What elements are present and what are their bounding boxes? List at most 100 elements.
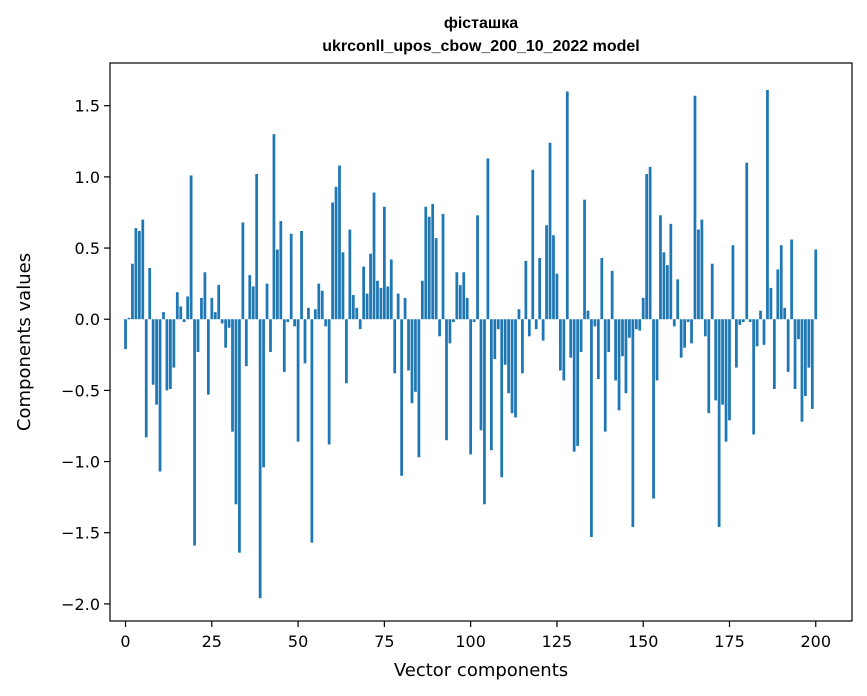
bar-44 xyxy=(276,249,279,320)
y-tick-label: −1.5 xyxy=(61,524,100,543)
bar-37 xyxy=(251,286,255,320)
y-tick-label: 0.0 xyxy=(75,310,100,329)
bar-179 xyxy=(741,319,745,323)
bar-75 xyxy=(382,206,386,320)
bar-157 xyxy=(665,265,669,320)
bar-192 xyxy=(786,319,790,372)
bar-92 xyxy=(441,213,445,320)
bar-5 xyxy=(141,219,145,320)
bar-93 xyxy=(445,319,448,441)
bar-91 xyxy=(438,319,441,337)
bar-81 xyxy=(403,297,407,320)
bar-118 xyxy=(531,169,535,320)
bar-186 xyxy=(766,90,769,320)
bar-109 xyxy=(500,319,504,478)
y-axis-label: Components values xyxy=(14,253,35,431)
bar-50 xyxy=(296,319,300,442)
bar-94 xyxy=(448,319,452,344)
bar-132 xyxy=(579,319,583,352)
bar-167 xyxy=(700,219,704,320)
bar-181 xyxy=(748,319,752,323)
bar-141 xyxy=(610,270,614,320)
bar-76 xyxy=(386,286,390,320)
bar-145 xyxy=(624,319,628,394)
y-tick-label: 1.5 xyxy=(75,97,100,116)
bar-79 xyxy=(396,293,400,320)
bar-2 xyxy=(131,263,134,320)
bar-98 xyxy=(462,272,466,320)
chart-subtitle: ukrconll_upos_cbow_200_10_2022 model xyxy=(322,38,639,55)
bar-8 xyxy=(151,319,155,385)
bar-86 xyxy=(420,280,424,320)
bar-80 xyxy=(400,319,404,476)
bar-54 xyxy=(310,319,314,543)
bar-88 xyxy=(427,216,431,320)
bar-41 xyxy=(265,283,269,320)
bar-51 xyxy=(300,230,303,320)
bar-48 xyxy=(289,233,293,320)
bar-119 xyxy=(534,319,538,330)
bar-72 xyxy=(372,192,376,320)
bar-135 xyxy=(590,319,593,538)
bar-125 xyxy=(555,273,559,320)
bar-116 xyxy=(524,260,528,320)
bar-12 xyxy=(165,319,169,391)
bar-155 xyxy=(659,215,662,320)
bar-10 xyxy=(158,319,162,472)
bar-95 xyxy=(452,319,455,323)
bar-164 xyxy=(690,319,693,344)
bar-123 xyxy=(548,142,552,320)
bar-165 xyxy=(693,95,697,320)
bar-144 xyxy=(621,319,624,357)
bar-128 xyxy=(565,91,569,320)
bar-7 xyxy=(148,267,152,320)
bar-134 xyxy=(586,310,590,320)
bar-58 xyxy=(324,319,328,327)
bar-18 xyxy=(186,296,190,320)
bar-53 xyxy=(307,307,310,320)
bar-151 xyxy=(645,174,649,320)
bar-130 xyxy=(572,319,576,452)
bar-170 xyxy=(710,263,714,320)
bar-70 xyxy=(365,293,369,320)
bar-195 xyxy=(797,319,800,340)
bar-110 xyxy=(503,319,507,365)
bar-60 xyxy=(331,202,334,320)
bar-191 xyxy=(783,307,787,320)
bar-11 xyxy=(162,312,165,320)
bar-74 xyxy=(379,287,383,320)
x-axis-ticks: 0 25 50 75 100 125 150 175 200 xyxy=(120,621,831,651)
bar-68 xyxy=(358,319,362,330)
bar-67 xyxy=(355,307,359,320)
bar-65 xyxy=(348,229,352,320)
y-tick-label: −0.5 xyxy=(61,381,100,400)
bar-112 xyxy=(510,319,514,414)
bar-34 xyxy=(241,222,245,320)
bar-96 xyxy=(455,272,459,320)
bar-55 xyxy=(313,309,317,320)
bar-59 xyxy=(327,319,331,445)
bar-190 xyxy=(779,245,783,320)
bar-63 xyxy=(341,252,345,320)
bar-174 xyxy=(724,319,728,442)
bar-189 xyxy=(776,269,780,320)
bar-29 xyxy=(224,319,227,348)
bar-185 xyxy=(762,319,766,345)
bar-159 xyxy=(672,319,676,327)
bar-56 xyxy=(317,283,321,320)
bar-30 xyxy=(227,319,231,328)
bar-69 xyxy=(362,266,366,320)
bar-106 xyxy=(489,319,493,451)
bar-172 xyxy=(717,319,721,528)
bar-197 xyxy=(804,319,807,397)
bar-71 xyxy=(369,253,372,320)
bar-62 xyxy=(338,165,341,320)
bar-153 xyxy=(652,319,655,499)
bar-series xyxy=(124,90,818,599)
bar-15 xyxy=(175,292,179,320)
x-tick-label: 25 xyxy=(202,632,222,651)
bar-193 xyxy=(790,239,793,320)
bar-57 xyxy=(320,290,324,320)
bar-163 xyxy=(686,319,690,323)
bar-194 xyxy=(793,319,797,389)
